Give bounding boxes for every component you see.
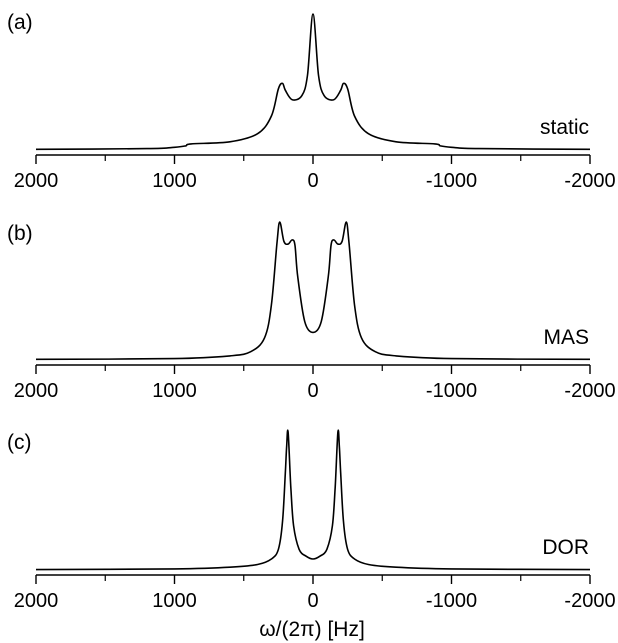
x-tick-label: -2000	[564, 170, 615, 192]
x-tick-label: -2000	[564, 590, 615, 612]
spectrum-panel-2: 2000 1000 0 -1000 -2000 (b) MAS	[7, 221, 616, 402]
spectrum-line	[35, 429, 591, 571]
x-axis-label: ω/(2π) [Hz]	[259, 618, 365, 641]
x-tick-label: -1000	[426, 380, 477, 402]
panel-label: (a)	[7, 11, 33, 34]
spectrum-panel-1: 2000 1000 0 -1000 -2000 (a) static	[7, 11, 616, 192]
x-tick-label: 1000	[152, 380, 197, 402]
x-tick-label: 0	[307, 170, 318, 192]
x-tick-label: -2000	[564, 380, 615, 402]
x-tick-label: 1000	[152, 170, 197, 192]
trace-label: DOR	[542, 536, 589, 559]
spectrum-panel-3: 2000 1000 0 -1000 -2000 (c) DOR	[7, 429, 616, 612]
x-tick-label: 1000	[152, 590, 197, 612]
x-tick-label: 0	[307, 380, 318, 402]
trace-label: MAS	[543, 326, 589, 349]
trace-label: static	[540, 116, 589, 139]
panel-label: (c)	[7, 431, 32, 454]
spectrum-line	[35, 221, 591, 361]
x-tick-label: -1000	[426, 170, 477, 192]
x-tick-label: 2000	[14, 380, 59, 402]
x-tick-label: 0	[307, 590, 318, 612]
x-tick-label: -1000	[426, 590, 477, 612]
x-tick-label: 2000	[14, 590, 59, 612]
spectrum-line	[35, 13, 591, 151]
x-tick-label: 2000	[14, 170, 59, 192]
panel-label: (b)	[7, 222, 33, 245]
